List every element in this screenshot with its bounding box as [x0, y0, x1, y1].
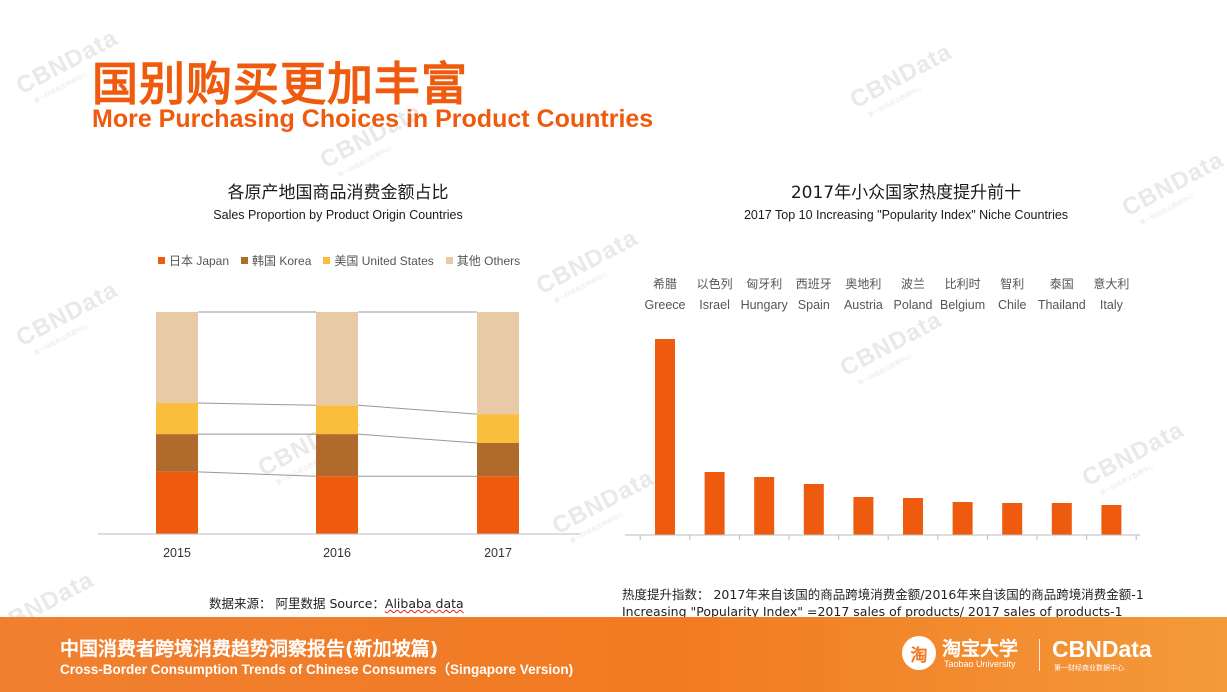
report-title: 中国消费者跨境消费趋势洞察报告(新加坡篇) — [60, 638, 439, 660]
legend-swatch-us — [323, 257, 331, 264]
legend-item-korea: 韩国 Korea — [241, 252, 311, 269]
bar-segment — [477, 414, 519, 443]
category-label-cn: 希腊 — [653, 276, 677, 291]
data-source: 数据来源： 阿里数据 Source：Alibaba data — [209, 593, 464, 612]
category-label: Thailand — [1038, 298, 1086, 312]
footer-banner: 中国消费者跨境消费趋势洞察报告(新加坡篇) Cross-Border Consu… — [0, 617, 1227, 692]
bar-segment — [477, 476, 519, 534]
taobao-university-en: Taobao University — [944, 659, 1016, 669]
category-label: Poland — [894, 298, 933, 312]
series-connector-line — [197, 402, 317, 406]
legend-label: 其他 Others — [456, 254, 521, 268]
category-label-cn: 智利 — [1000, 276, 1024, 291]
category-label: Spain — [798, 298, 830, 312]
left-chart-title: 各原产地国商品消费金额占比 — [227, 183, 449, 203]
bar — [803, 484, 824, 535]
category-label: Italy — [1100, 298, 1124, 312]
category-label: Greece — [645, 298, 686, 312]
bar — [1101, 505, 1122, 535]
category-label-cn: 以色列 — [697, 277, 733, 291]
bar-segment — [316, 476, 358, 534]
taobao-logo-icon: 淘 — [902, 636, 936, 670]
source-text: 数据来源： 阿里数据 Source： — [209, 596, 385, 611]
x-tick-label: 2015 — [163, 546, 191, 560]
legend-label: 美国 United States — [334, 254, 434, 268]
logo-divider — [1039, 639, 1040, 671]
taobao-university-logo: 淘宝大学 — [942, 638, 1019, 660]
legend-item-others: 其他 Others — [445, 252, 521, 269]
report-subtitle: Cross-Border Consumption Trends of Chine… — [60, 662, 574, 677]
bar — [704, 472, 725, 535]
x-tick-label: 2016 — [323, 546, 351, 560]
legend-swatch-others — [445, 257, 453, 264]
category-label: Israel — [699, 298, 730, 312]
bar-segment — [156, 434, 198, 472]
series-connector-line — [197, 471, 317, 477]
bar-segment — [316, 405, 358, 435]
bar — [1051, 503, 1072, 535]
bar-segment — [477, 442, 519, 477]
right-chart-subtitle: 2017 Top 10 Increasing "Popularity Index… — [743, 208, 1069, 222]
bar-segment — [316, 434, 358, 477]
category-label: Hungary — [741, 298, 789, 312]
source-link-text: Alibaba data — [384, 596, 464, 611]
formula-en: Increasing "Popularity Index" =2017 sale… — [622, 604, 1123, 619]
category-label-cn: 匈牙利 — [746, 277, 782, 291]
cbndata-logo: CBNData — [1052, 636, 1152, 662]
category-label-cn: 西班牙 — [796, 277, 832, 291]
category-label: Chile — [998, 298, 1027, 312]
bar — [952, 502, 973, 535]
bar-segment — [477, 312, 519, 415]
page-subtitle: More Purchasing Choices in Product Count… — [92, 105, 654, 133]
formula-cn: 热度提升指数： 2017年来自该国的商品跨境消费金额/2016年来自该国的商品跨… — [622, 587, 1144, 602]
bar — [754, 477, 775, 535]
niche-countries-bar-chart: 希腊 Greece 以色列 Israel 匈牙利 Hungary 西班牙 Spain 奥地利 Au… — [625, 276, 1140, 540]
legend-item-japan: 日本 Japan — [158, 252, 229, 269]
chart-legend: 日本 Japan 韩国 Korea 美国 United States 其他 Ot… — [158, 252, 520, 269]
category-label-cn: 奥地利 — [845, 277, 881, 291]
legend-item-us: 美国 United States — [323, 252, 434, 269]
bar-segment — [156, 471, 198, 534]
category-label-cn: 波兰 — [901, 277, 925, 291]
series-connector-line — [357, 433, 478, 444]
page-title: 国别购买更加丰富 — [92, 57, 468, 111]
category-label: Austria — [844, 298, 883, 312]
left-chart-subtitle: Sales Proportion by Product Origin Count… — [213, 208, 463, 222]
series-connector-line — [357, 404, 478, 415]
category-label-cn: 泰国 — [1050, 277, 1074, 291]
x-tick-label: 2017 — [484, 546, 512, 560]
category-label-cn: 意大利 — [1093, 276, 1129, 291]
legend-label: 韩国 Korea — [252, 254, 312, 268]
category-label-cn: 比利时 — [945, 277, 981, 291]
cbndata-logo-sub: 第一财经商业数据中心 — [1054, 664, 1124, 672]
legend-swatch-japan — [158, 257, 165, 264]
legend-swatch-korea — [241, 257, 249, 264]
right-chart-title: 2017年小众国家热度提升前十 — [790, 183, 1022, 203]
stacked-bar-chart: 2015 2016 2017 — [98, 311, 580, 560]
bar-segment — [316, 312, 358, 406]
category-label: Belgium — [940, 298, 985, 312]
bar-segment — [156, 312, 198, 404]
bar — [853, 497, 874, 535]
bar-segment — [156, 403, 198, 435]
legend-label: 日本 Japan — [169, 254, 230, 268]
index-formula: 热度提升指数： 2017年来自该国的商品跨境消费金额/2016年来自该国的商品跨… — [622, 586, 1144, 620]
bar — [1002, 503, 1023, 535]
bar — [655, 339, 675, 535]
bar — [903, 498, 923, 535]
